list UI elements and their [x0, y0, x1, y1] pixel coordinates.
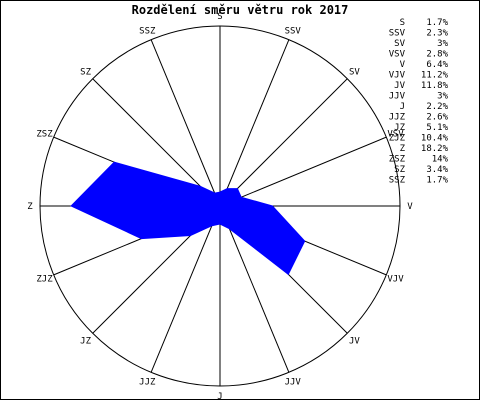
- legend-value-v: 6.4%: [426, 60, 448, 70]
- legend-label-ssz: SSZ: [389, 176, 406, 186]
- legend: S 1.7% SSV 2.3% SV 3% VSV 2.8% V 6.4% VJV 11.2% JV 11…: [389, 18, 449, 186]
- legend-value-jv: 11.8%: [421, 81, 449, 91]
- direction-label-vsv: VSV: [387, 129, 404, 139]
- direction-label-j: J: [217, 392, 222, 400]
- direction-label-jjv: JJV: [285, 378, 302, 388]
- spoke-vsv: [219, 136, 387, 207]
- legend-value-z: 18.2%: [421, 144, 449, 154]
- legend-value-ssv: 2.3%: [426, 29, 448, 39]
- wind-frequency-area: [70, 161, 306, 276]
- legend-value-zjz: 10.4%: [421, 134, 449, 144]
- legend-label-ssv: SSV: [389, 29, 406, 39]
- direction-label-z: Z: [27, 202, 33, 212]
- legend-value-ssz: 1.7%: [426, 176, 448, 186]
- legend-value-jz: 5.1%: [426, 123, 448, 133]
- legend-label-sv: SV: [394, 39, 405, 49]
- legend-value-sv: 3%: [437, 39, 448, 49]
- legend-value-jjz: 2.6%: [426, 113, 448, 123]
- direction-label-jv: JV: [349, 336, 360, 346]
- direction-label-jjz: JJZ: [139, 378, 156, 388]
- legend-label-v: V: [400, 60, 406, 70]
- spoke-ssz: [150, 39, 221, 207]
- direction-label-zjz: ZJZ: [36, 275, 53, 285]
- direction-label-s: S: [217, 12, 222, 22]
- direction-label-sv: SV: [349, 68, 360, 78]
- direction-label-zsz: ZSZ: [36, 129, 53, 139]
- spoke-jjz: [150, 205, 221, 373]
- legend-label-zjz: ZJZ: [389, 134, 406, 144]
- chart-title: Rozdělení směru větru rok 2017: [132, 3, 349, 17]
- legend-label-vjv: VJV: [389, 71, 406, 81]
- legend-label-jjz: JJZ: [389, 113, 406, 123]
- legend-label-j: J: [400, 102, 405, 112]
- direction-label-vjv: VJV: [387, 275, 404, 285]
- legend-label-s: S: [400, 18, 405, 28]
- direction-label-ssz: SSZ: [139, 27, 156, 37]
- direction-label-sz: SZ: [80, 68, 91, 78]
- legend-value-jjv: 3%: [437, 92, 448, 102]
- legend-value-j: 2.2%: [426, 102, 448, 112]
- legend-value-vsv: 2.8%: [426, 50, 448, 60]
- legend-label-jv: JV: [394, 81, 405, 91]
- legend-label-z: Z: [400, 144, 406, 154]
- legend-value-s: 1.7%: [426, 18, 448, 28]
- legend-value-sz: 3.4%: [426, 165, 448, 175]
- legend-label-zsz: ZSZ: [389, 155, 406, 165]
- legend-label-vsv: VSV: [389, 50, 406, 60]
- legend-value-zsz: 14%: [432, 155, 449, 165]
- spoke-ssv: [219, 39, 290, 207]
- legend-label-jjv: JJV: [389, 92, 406, 102]
- legend-label-sz: SZ: [394, 165, 405, 175]
- direction-label-ssv: SSV: [285, 27, 302, 37]
- legend-value-vjv: 11.2%: [421, 71, 449, 81]
- spoke-jjv: [219, 205, 290, 373]
- spoke-sv: [219, 78, 348, 207]
- direction-label-v: V: [407, 202, 413, 212]
- direction-label-jz: JZ: [80, 336, 91, 346]
- legend-label-jz: JZ: [394, 123, 405, 133]
- spoke-sz: [92, 78, 221, 207]
